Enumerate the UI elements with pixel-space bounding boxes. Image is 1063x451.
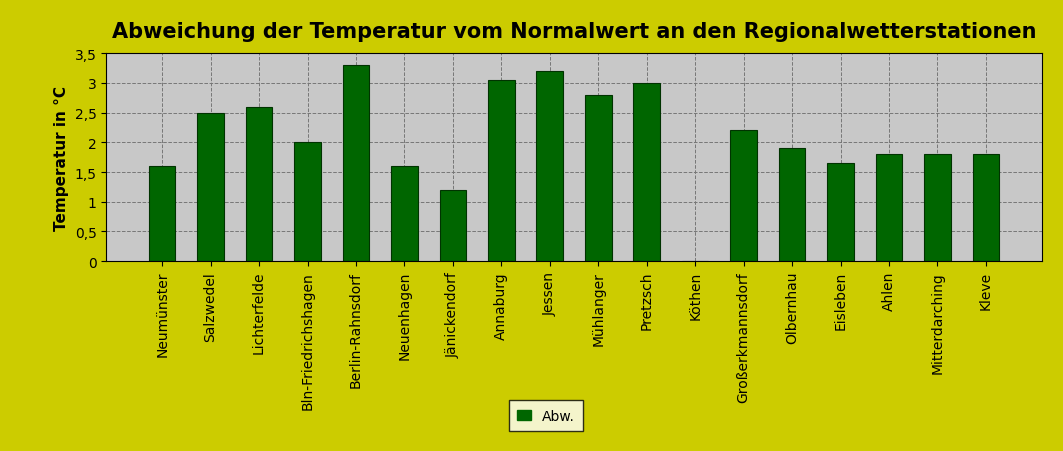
Bar <box>440 190 467 262</box>
Bar <box>294 143 321 262</box>
Bar <box>537 72 563 262</box>
Bar <box>973 155 999 262</box>
Title: Abweichung der Temperatur vom Normalwert an den Regionalwetterstationen: Abweichung der Temperatur vom Normalwert… <box>112 22 1036 41</box>
Bar <box>198 113 224 262</box>
Bar <box>876 155 902 262</box>
Bar <box>585 96 611 262</box>
Bar <box>779 149 806 262</box>
Bar <box>342 66 369 262</box>
Bar <box>634 84 660 262</box>
Bar <box>391 167 418 262</box>
Bar <box>246 107 272 262</box>
Bar <box>730 131 757 262</box>
Bar <box>924 155 950 262</box>
Legend: Abw.: Abw. <box>509 400 584 431</box>
Bar <box>827 164 854 262</box>
Y-axis label: Temperatur in °C: Temperatur in °C <box>54 86 69 230</box>
Bar <box>488 81 514 262</box>
Bar <box>149 167 175 262</box>
